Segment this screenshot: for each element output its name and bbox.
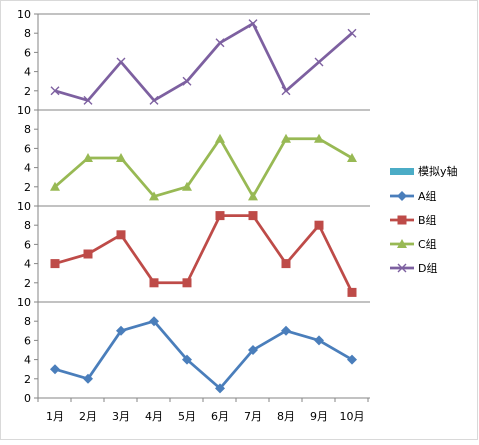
y-tick-label: 6 (24, 142, 31, 155)
y-tick-label: 6 (24, 46, 31, 59)
data-point (281, 133, 291, 143)
x-tick-label: 2月 (79, 410, 97, 423)
y-tick-label: 2 (24, 181, 31, 194)
x-tick-label: 6月 (211, 410, 229, 423)
data-point (116, 230, 126, 240)
y-tick-label: 10 (17, 200, 31, 213)
data-point (215, 38, 225, 48)
x-tick-label: 3月 (112, 410, 130, 423)
series-line (54, 137, 353, 198)
axes-layer: 2 4 6 8 10 2 4 6 8 10 2 4 6 8 10 0 2 4 6 8 10 1月 2月 3月 4月 5月 6月 7月 8… (17, 8, 370, 423)
legend-marker (397, 239, 407, 248)
legend-swatch-axis (390, 168, 414, 175)
y-tick-label: 6 (24, 238, 31, 251)
data-point (149, 95, 159, 105)
legend-marker (397, 191, 407, 201)
series-2 (50, 211, 357, 297)
legend-item: A组 (390, 189, 437, 203)
y-tick-label: 6 (24, 334, 31, 347)
legend-label: D组 (418, 261, 437, 275)
data-point (248, 345, 258, 355)
y-tick-label: 4 (24, 258, 31, 271)
y-tick-label: 10 (17, 296, 31, 309)
y-tick-label: 8 (24, 27, 31, 40)
legend-item: D组 (390, 261, 437, 275)
y-tick-label: 10 (17, 8, 31, 21)
data-point (281, 259, 291, 269)
x-tick-label: 1月 (46, 410, 64, 423)
data-point (347, 354, 357, 365)
data-point (248, 191, 258, 201)
data-point (149, 278, 159, 288)
legend-marker (397, 263, 407, 273)
data-point (314, 335, 324, 346)
data-point (182, 76, 192, 86)
data-point (281, 86, 291, 96)
series-layer (50, 19, 357, 394)
legend: 模拟y轴 A组 B组 C组 D组 (390, 164, 458, 275)
data-point (116, 325, 126, 336)
data-point (314, 220, 324, 230)
series-line (54, 22, 353, 102)
x-tick-label: 10月 (340, 410, 365, 423)
legend-label: 模拟y轴 (418, 164, 458, 178)
data-point (83, 249, 93, 259)
data-point (83, 373, 93, 384)
data-point (182, 181, 192, 191)
legend-item: C组 (390, 237, 437, 251)
x-tick-label: 4月 (145, 410, 163, 423)
series-4 (50, 19, 357, 105)
x-tick-label: 9月 (310, 410, 328, 423)
y-tick-label: 10 (17, 104, 31, 117)
y-tick-label: 2 (24, 85, 31, 98)
legend-label: B组 (418, 213, 437, 227)
data-point (281, 325, 291, 336)
data-point (182, 278, 192, 288)
data-point (116, 57, 126, 67)
data-point (248, 211, 258, 221)
y-tick-label: 4 (24, 162, 31, 175)
x-tick-label: 5月 (178, 410, 196, 423)
legend-label: A组 (418, 189, 437, 203)
y-tick-label: 8 (24, 219, 31, 232)
data-point (116, 153, 126, 162)
data-point (347, 28, 357, 38)
data-point (347, 153, 357, 162)
x-tick-label: 8月 (277, 410, 295, 423)
data-point (149, 191, 159, 201)
data-point (149, 316, 159, 327)
data-point (83, 153, 93, 162)
data-point (347, 287, 357, 297)
data-point (215, 133, 225, 143)
data-point (50, 86, 60, 96)
data-point (83, 95, 93, 105)
series-line (54, 319, 353, 390)
legend-label: C组 (418, 237, 437, 251)
data-point (215, 211, 225, 221)
y-tick-label: 0 (24, 392, 31, 405)
legend-item: B组 (390, 213, 437, 227)
data-point (215, 383, 225, 394)
y-tick-label: 2 (24, 373, 31, 386)
data-point (314, 57, 324, 67)
data-point (314, 133, 324, 143)
y-tick-label: 8 (24, 123, 31, 136)
legend-marker (397, 215, 407, 225)
y-tick-label: 4 (24, 354, 31, 367)
data-point (182, 354, 192, 365)
series-1 (50, 316, 357, 394)
y-tick-label: 8 (24, 315, 31, 328)
series-3 (50, 133, 357, 201)
data-point (50, 259, 60, 269)
series-line (54, 214, 354, 294)
y-tick-label: 4 (24, 66, 31, 79)
data-point (50, 181, 60, 191)
data-point (248, 19, 258, 29)
data-point (50, 364, 60, 375)
y-tick-label: 2 (24, 277, 31, 290)
x-tick-label: 7月 (244, 410, 262, 423)
